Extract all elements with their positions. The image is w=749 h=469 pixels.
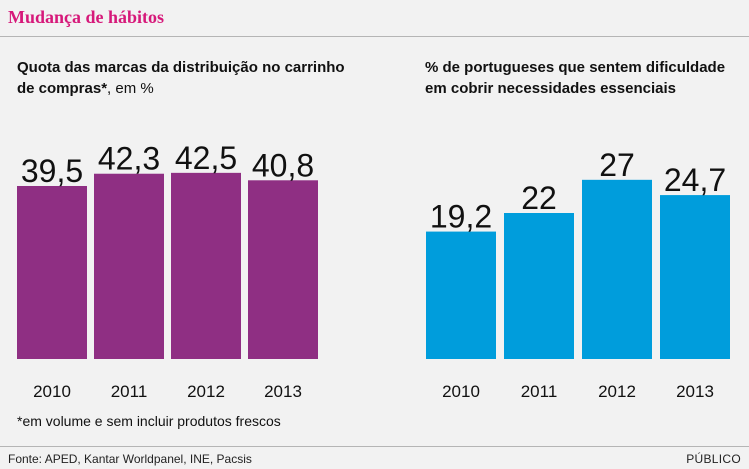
left-chart-title-unit: , em % [107, 80, 154, 97]
title-divider [0, 36, 749, 37]
left-category-label-2013: 2013 [264, 382, 302, 401]
left-bar-2011 [94, 173, 164, 359]
publisher-brand: PÚBLICO [686, 452, 741, 466]
left-bar-2012 [171, 172, 241, 359]
right-category-label-2013: 2013 [676, 382, 714, 401]
right-value-label-2012: 27 [599, 147, 635, 183]
right-value-label-2010: 19,2 [430, 199, 492, 235]
right-chart-title-main: % de portugueses que sentem dificuldade … [425, 59, 726, 97]
right-bar-2012 [582, 179, 652, 359]
right-value-label-2013: 24,7 [664, 162, 726, 198]
right-chart-title: % de portugueses que sentem dificuldade … [425, 57, 735, 99]
footer-divider [0, 446, 749, 447]
left-category-label-2010: 2010 [33, 382, 71, 401]
left-chart-title: Quota das marcas da distribuição no carr… [17, 57, 357, 99]
left-category-label-2012: 2012 [187, 382, 225, 401]
right-value-label-2011: 22 [521, 180, 557, 216]
right-category-label-2010: 2010 [442, 382, 480, 401]
left-value-label-2010: 39,5 [21, 153, 83, 189]
right-category-label-2012: 2012 [598, 382, 636, 401]
page-title: Mudança de hábitos [8, 7, 165, 27]
right-bar-2013 [660, 195, 730, 359]
left-bar-2010 [17, 185, 87, 359]
left-value-label-2012: 42,5 [175, 140, 237, 176]
left-value-label-2011: 42,3 [98, 141, 160, 177]
left-chart-title-main: Quota das marcas da distribuição no carr… [17, 59, 345, 97]
source-credit: Fonte: APED, Kantar Worldpanel, INE, Pac… [8, 452, 252, 466]
right-bar-2011 [504, 213, 574, 359]
left-category-label-2011: 2011 [111, 382, 148, 401]
footnote: *em volume e sem incluir produtos fresco… [17, 413, 281, 429]
right-bar-2010 [426, 231, 496, 359]
right-category-label-2011: 2011 [521, 382, 558, 401]
left-bar-2013 [248, 180, 318, 359]
left-value-label-2013: 40,8 [252, 147, 314, 183]
